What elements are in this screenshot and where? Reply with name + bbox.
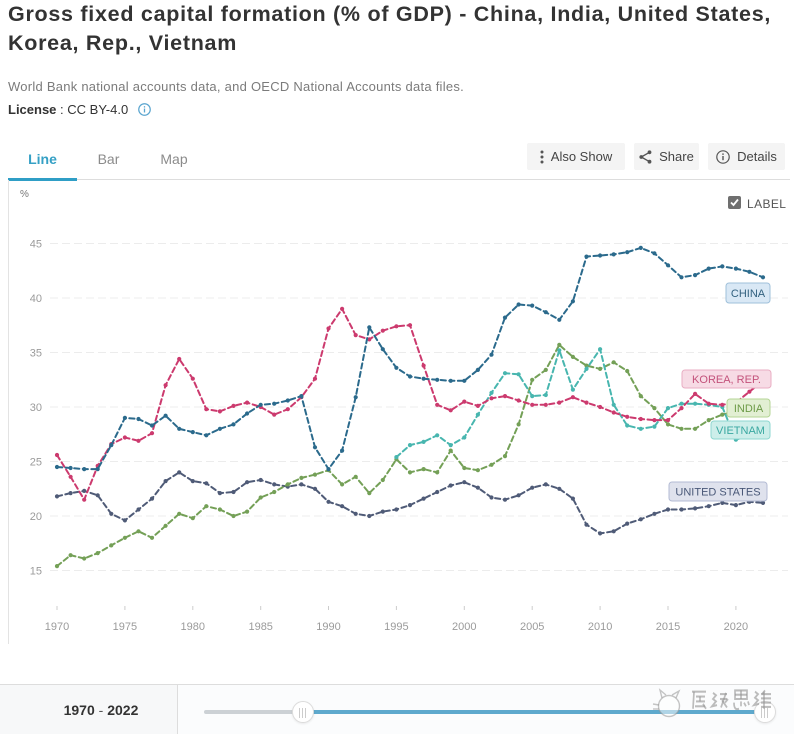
svg-text:2000: 2000	[452, 621, 476, 633]
svg-text:35: 35	[30, 348, 42, 360]
svg-text:%: %	[20, 189, 29, 200]
svg-text:CHINA: CHINA	[731, 288, 766, 300]
svg-text:20: 20	[30, 511, 42, 523]
svg-text:VIETNAM: VIETNAM	[716, 425, 765, 437]
svg-text:1995: 1995	[384, 621, 408, 633]
svg-text:15: 15	[30, 566, 42, 578]
svg-text:40: 40	[30, 293, 42, 305]
svg-text:1975: 1975	[113, 621, 137, 633]
svg-text:INDIA: INDIA	[734, 403, 764, 415]
svg-text:1980: 1980	[181, 621, 205, 633]
svg-text:KOREA, REP.: KOREA, REP.	[692, 374, 761, 386]
svg-text:30: 30	[30, 402, 42, 414]
svg-text:1970: 1970	[45, 621, 69, 633]
svg-text:1990: 1990	[316, 621, 340, 633]
svg-text:2015: 2015	[656, 621, 680, 633]
svg-text:2020: 2020	[724, 621, 748, 633]
svg-text:45: 45	[30, 239, 42, 251]
svg-text:1985: 1985	[248, 621, 272, 633]
svg-text:2010: 2010	[588, 621, 612, 633]
svg-text:2005: 2005	[520, 621, 544, 633]
svg-text:UNITED STATES: UNITED STATES	[675, 487, 760, 499]
svg-text:25: 25	[30, 457, 42, 469]
